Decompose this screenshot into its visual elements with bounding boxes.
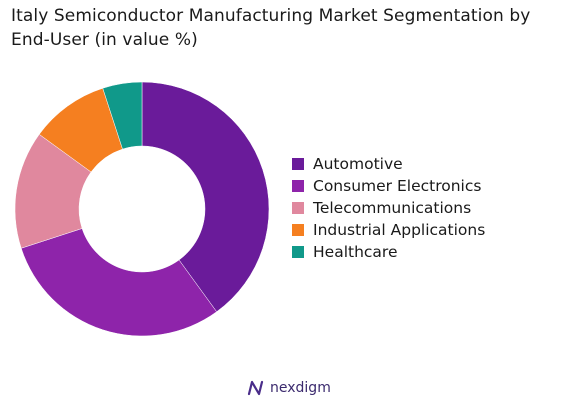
legend-item-telecommunications: Telecommunications <box>292 197 485 219</box>
legend-item-consumer-electronics: Consumer Electronics <box>292 175 485 197</box>
legend-item-healthcare: Healthcare <box>292 241 485 263</box>
legend-item-automotive: Automotive <box>292 153 485 175</box>
nexdigm-logo-icon <box>247 380 264 396</box>
legend-swatch-telecommunications <box>292 202 304 214</box>
legend-label-healthcare: Healthcare <box>313 243 398 261</box>
donut-slice-consumer-electronics <box>20 228 217 337</box>
legend-swatch-consumer-electronics <box>292 180 304 192</box>
legend-label-automotive: Automotive <box>313 155 403 173</box>
legend-label-consumer-electronics: Consumer Electronics <box>313 177 482 195</box>
legend-label-industrial-applications: Industrial Applications <box>313 221 486 239</box>
legend-swatch-industrial-applications <box>292 224 304 236</box>
chart-legend: Automotive Consumer Electronics Telecommun… <box>292 153 485 263</box>
legend-label-telecommunications: Telecommunications <box>313 199 472 217</box>
donut-slice-automotive <box>141 81 270 313</box>
chart-title: Italy Semiconductor Manufacturing Market… <box>11 6 531 50</box>
brand-name: nexdigm <box>270 380 331 396</box>
legend-swatch-healthcare <box>292 246 304 258</box>
donut-slice-healthcare <box>102 81 143 150</box>
brand-footer: nexdigm <box>246 378 331 398</box>
legend-swatch-automotive <box>292 158 304 170</box>
legend-item-industrial-applications: Industrial Applications <box>292 219 485 241</box>
